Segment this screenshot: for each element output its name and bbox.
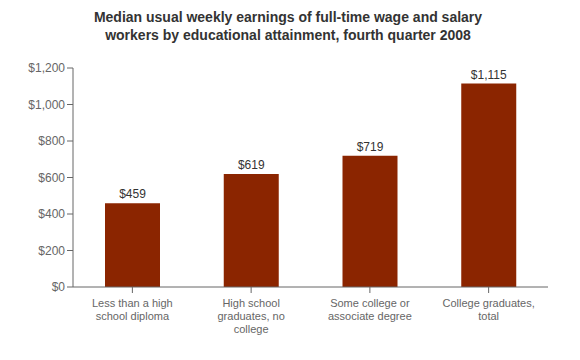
svg-text:Some college orassociate degre: Some college orassociate degree (328, 297, 412, 322)
svg-text:$719: $719 (357, 140, 384, 154)
svg-text:$600: $600 (38, 171, 65, 185)
svg-text:Less than a highschool diploma: Less than a highschool diploma (92, 297, 173, 322)
svg-text:$200: $200 (38, 244, 65, 258)
html-text:Median usual weekly earnings o: Median usual weekly earnings of full-tim… (93, 9, 483, 43)
svg-text:$1,000: $1,000 (28, 98, 65, 112)
svg-text:$0: $0 (52, 280, 66, 294)
svg-text:College graduates,total: College graduates,total (442, 297, 534, 322)
svg-text:$400: $400 (38, 207, 65, 221)
svg-text:$800: $800 (38, 134, 65, 148)
svg-text:$1,200: $1,200 (28, 61, 65, 75)
svg-text:$1,115: $1,115 (471, 68, 507, 82)
svg-text:$459: $459 (119, 187, 146, 201)
svg-text:High schoolgraduates, nocolleg: High schoolgraduates, nocollege (217, 297, 284, 335)
svg-text:$619: $619 (238, 158, 265, 172)
